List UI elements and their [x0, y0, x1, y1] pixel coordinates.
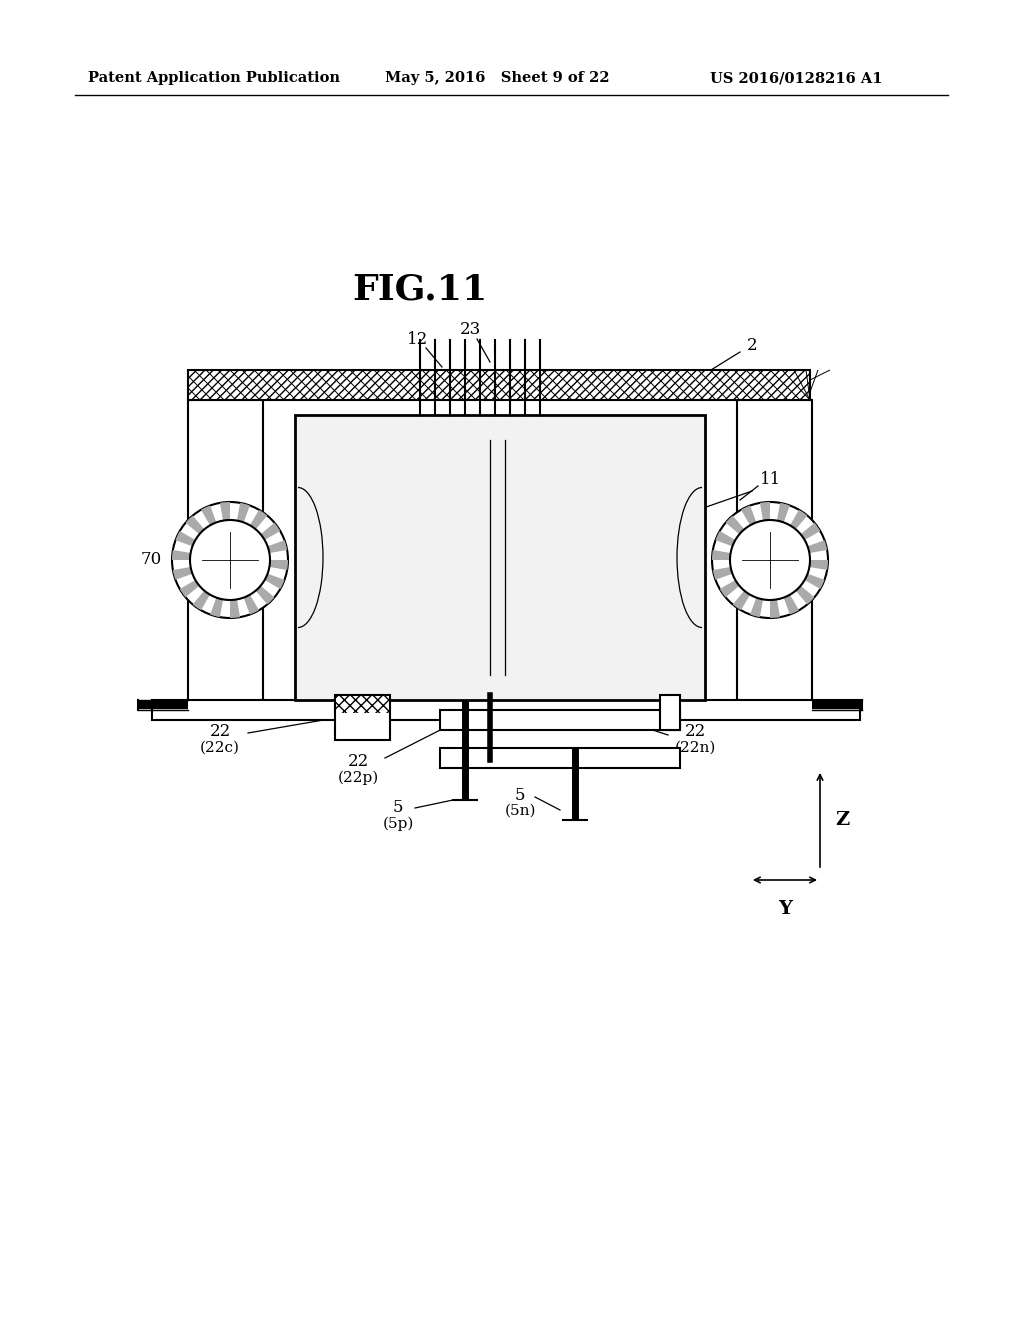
Bar [440, 748, 680, 768]
Bar [152, 700, 860, 719]
Text: 11: 11 [760, 471, 781, 488]
Wedge shape [716, 531, 735, 546]
Bar [442, 711, 678, 729]
Wedge shape [173, 568, 193, 579]
Text: 2: 2 [746, 337, 758, 354]
Wedge shape [261, 523, 281, 540]
Bar [737, 400, 812, 710]
Bar [660, 696, 680, 730]
Wedge shape [713, 568, 732, 579]
Wedge shape [733, 590, 750, 610]
Wedge shape [760, 502, 770, 520]
Wedge shape [712, 550, 730, 560]
Wedge shape [805, 574, 824, 589]
Text: US 2016/0128216 A1: US 2016/0128216 A1 [710, 71, 883, 84]
Wedge shape [220, 502, 230, 520]
Text: 5: 5 [515, 787, 525, 804]
Text: 12: 12 [408, 331, 429, 348]
Text: (5n): (5n) [504, 804, 536, 818]
Wedge shape [264, 574, 285, 589]
Bar [188, 400, 263, 710]
Wedge shape [237, 503, 250, 523]
Wedge shape [180, 579, 200, 597]
Wedge shape [801, 523, 820, 540]
Text: 10: 10 [672, 649, 693, 667]
Text: Y: Y [778, 900, 792, 917]
Wedge shape [201, 506, 216, 525]
Text: Z: Z [835, 810, 849, 829]
Bar [188, 370, 810, 400]
Bar [335, 696, 390, 713]
Wedge shape [193, 590, 210, 610]
Wedge shape [741, 506, 757, 525]
Wedge shape [796, 586, 814, 605]
Text: 23: 23 [460, 322, 480, 338]
Bar [335, 696, 390, 741]
Wedge shape [770, 599, 780, 618]
Text: 70: 70 [140, 552, 162, 569]
Bar [188, 400, 263, 710]
Wedge shape [267, 540, 287, 553]
Wedge shape [210, 598, 223, 618]
Text: 22: 22 [347, 754, 369, 771]
Wedge shape [751, 598, 763, 618]
Text: 5: 5 [393, 800, 403, 817]
Bar [737, 400, 812, 710]
Wedge shape [269, 560, 288, 570]
Text: Patent Application Publication: Patent Application Publication [88, 71, 340, 84]
Text: (22p): (22p) [337, 771, 379, 785]
Bar [188, 370, 810, 400]
Text: (22n): (22n) [675, 741, 716, 755]
Wedge shape [777, 503, 790, 523]
Circle shape [730, 520, 810, 601]
Wedge shape [172, 550, 190, 560]
Text: 22: 22 [209, 723, 230, 741]
Text: (22c): (22c) [200, 741, 240, 755]
Wedge shape [808, 540, 827, 553]
Wedge shape [175, 531, 196, 546]
Wedge shape [244, 594, 259, 615]
Wedge shape [256, 586, 274, 605]
Wedge shape [783, 594, 799, 615]
Text: May 5, 2016   Sheet 9 of 22: May 5, 2016 Sheet 9 of 22 [385, 71, 609, 84]
Wedge shape [809, 560, 828, 570]
Text: FIG.11: FIG.11 [352, 273, 487, 308]
Bar [440, 710, 680, 730]
Wedge shape [726, 516, 744, 535]
Wedge shape [790, 510, 807, 529]
Bar [295, 414, 705, 700]
Wedge shape [185, 516, 205, 535]
Text: (5p): (5p) [382, 817, 414, 832]
Wedge shape [250, 510, 267, 529]
Text: 22: 22 [684, 723, 706, 741]
Bar [442, 750, 678, 766]
Wedge shape [720, 579, 739, 597]
Circle shape [172, 502, 288, 618]
Wedge shape [230, 599, 240, 618]
Circle shape [712, 502, 828, 618]
Circle shape [190, 520, 270, 601]
